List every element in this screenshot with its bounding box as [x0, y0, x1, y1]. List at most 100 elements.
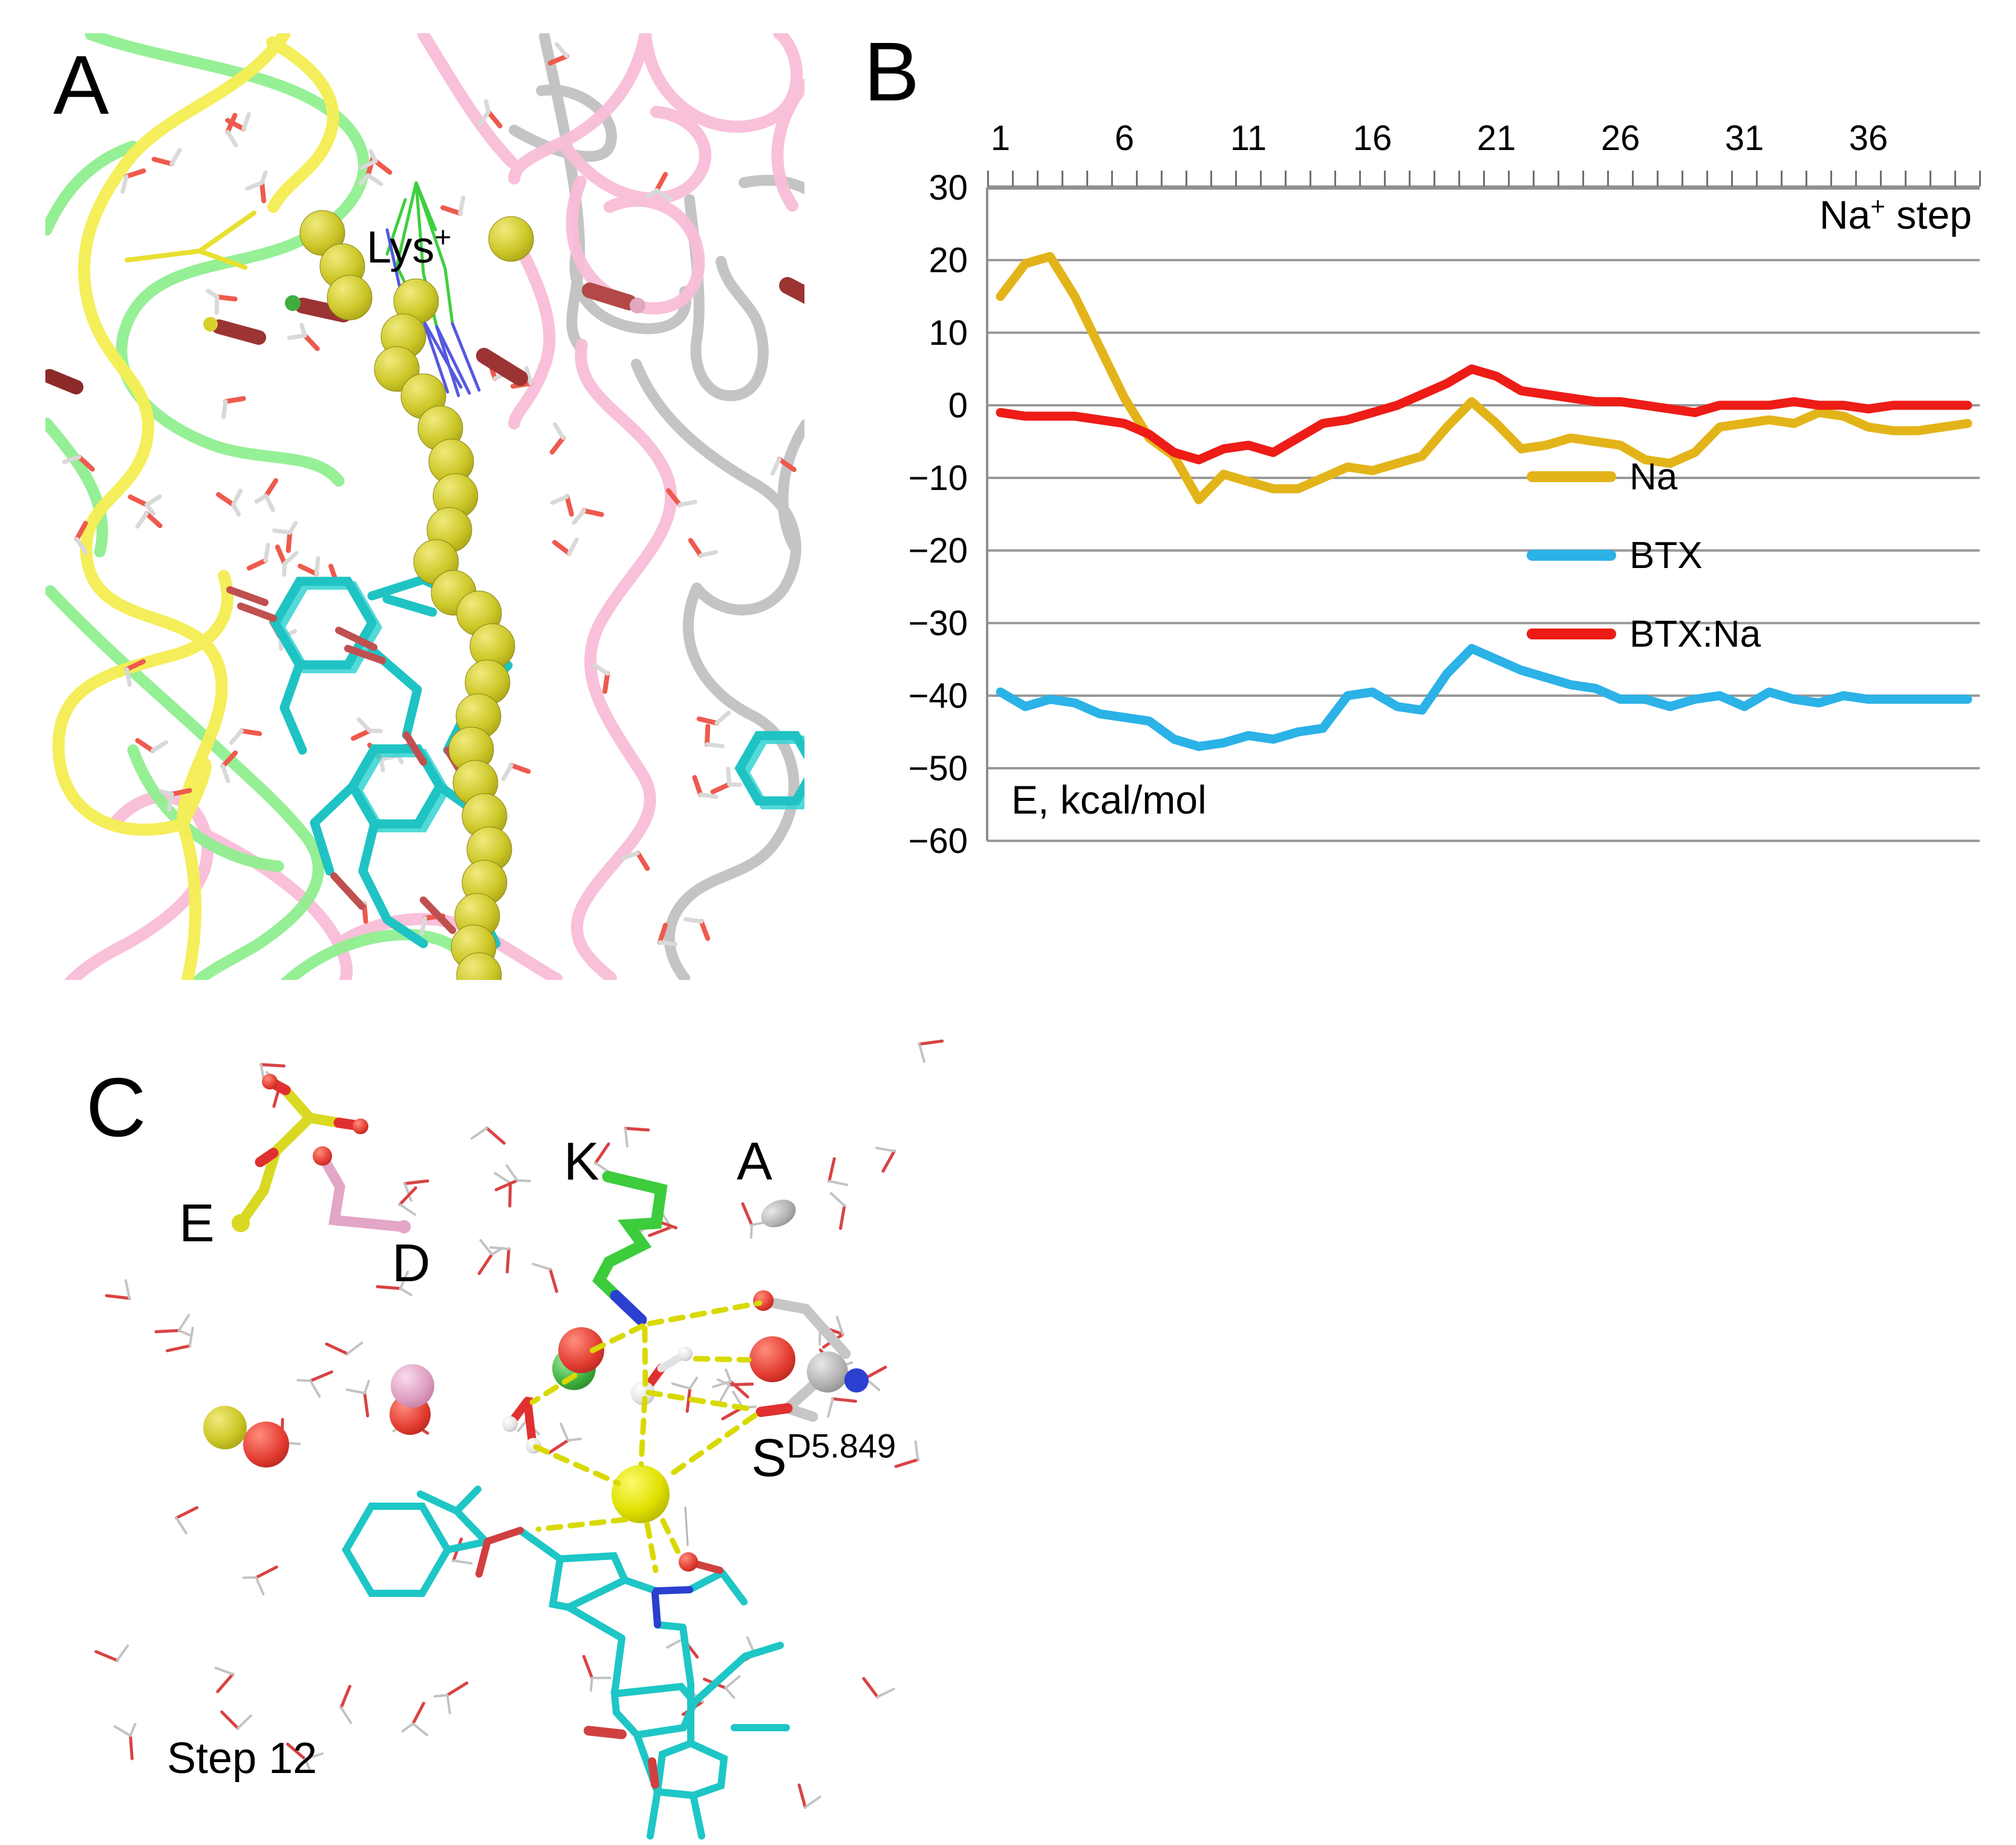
x-tick-label: 26 — [1601, 119, 1640, 158]
water-mark — [724, 1687, 736, 1699]
water-mark — [411, 1702, 425, 1725]
lys-residue-sticks — [592, 1171, 668, 1326]
legend-item-btx: BTX — [1527, 516, 1761, 595]
water-mark — [221, 764, 230, 783]
water-mark — [440, 205, 463, 216]
water-mark — [677, 500, 697, 508]
coordinating-waters — [502, 1347, 693, 1546]
water-mark — [699, 550, 719, 558]
water-mark — [398, 1186, 417, 1206]
sodium-sphere-path — [299, 210, 534, 980]
gray-ribbon — [509, 33, 804, 980]
water-mark — [446, 1694, 451, 1714]
water-mark — [714, 710, 731, 725]
water-mark — [255, 1566, 278, 1579]
water-mark — [220, 750, 238, 769]
water-mark — [144, 494, 162, 508]
y-tick-label: 30 — [928, 168, 968, 207]
glu-label: E — [179, 1193, 215, 1253]
y-tick-label: −50 — [909, 749, 968, 788]
panel-b-label: B — [864, 25, 920, 119]
water-mark — [509, 763, 531, 774]
water-mark — [223, 396, 246, 404]
sodium-path-sphere — [299, 210, 345, 256]
water-mark — [220, 1710, 240, 1730]
sodium-path-sphere — [456, 952, 502, 980]
water-mark — [688, 1376, 699, 1390]
ala-label: A — [737, 1131, 772, 1191]
water-mark — [581, 508, 604, 517]
water-mark — [645, 188, 659, 199]
asp-residue-sticks — [313, 1146, 411, 1233]
ser-label-base: S — [751, 1428, 787, 1487]
water-mark — [363, 1380, 370, 1394]
ribbon-backbones — [45, 33, 804, 980]
ser-residue-sticks — [749, 1290, 869, 1422]
water-mark — [572, 508, 586, 525]
water-mark — [135, 738, 155, 753]
water-mark — [399, 1203, 417, 1216]
lys-annotation: Lys+ — [367, 223, 451, 270]
water-mark — [188, 1327, 194, 1347]
water-mark — [411, 1722, 429, 1737]
water-mark — [602, 671, 610, 694]
resin-capsules — [45, 277, 804, 394]
water-mark — [517, 1419, 527, 1432]
water-mark — [363, 1391, 370, 1418]
x-axis-title-sup: + — [1870, 192, 1885, 220]
water-mark — [285, 530, 293, 554]
water-mark — [175, 1517, 188, 1535]
water-mark — [531, 1262, 552, 1271]
ser-label-sup: D5.849 — [786, 1426, 896, 1465]
glu-residue-sticks — [232, 1074, 368, 1232]
water-mark — [666, 488, 682, 508]
water-mark — [698, 792, 719, 799]
water-mark — [716, 1378, 731, 1386]
water-mark — [506, 1247, 511, 1274]
x-tick-label: 16 — [1353, 119, 1392, 158]
water-mark — [225, 113, 238, 135]
water-mark — [263, 543, 270, 563]
water-mark — [144, 503, 156, 516]
water-mark — [298, 563, 319, 576]
water-mark — [458, 195, 466, 216]
water-mark — [129, 1722, 137, 1737]
water-mark — [719, 1383, 731, 1402]
sodium-path-sphere — [327, 275, 373, 321]
y-tick-label: 10 — [928, 313, 968, 353]
water-mark — [275, 544, 287, 566]
series-line-btx-na — [996, 364, 1972, 465]
asp-label: D — [392, 1233, 431, 1293]
water-mark — [116, 1644, 129, 1662]
water-mark — [549, 435, 566, 455]
water-mark — [299, 322, 307, 338]
water-mark — [74, 521, 88, 542]
water-mark — [125, 667, 132, 687]
water-mark — [124, 659, 146, 672]
water-mark — [206, 289, 220, 299]
water-mark — [696, 716, 719, 726]
water-mark — [712, 1380, 732, 1388]
water-mark — [835, 1316, 844, 1336]
ion-spheres — [203, 1327, 604, 1468]
water-mark — [120, 174, 129, 194]
ala-residue — [761, 1200, 796, 1227]
water-mark — [705, 742, 725, 749]
water-mark — [489, 1246, 511, 1250]
water-mark — [365, 173, 383, 186]
water-mark — [827, 1397, 834, 1418]
water-mark — [346, 1341, 364, 1355]
sodium-ion-sphere — [612, 1465, 670, 1523]
water-mark — [683, 917, 703, 924]
water-mark — [105, 1294, 131, 1300]
water-mark — [272, 528, 292, 535]
ser-label: SD5.849 — [751, 1428, 896, 1487]
water-mark — [282, 550, 299, 566]
water-mark — [76, 454, 95, 472]
chart-legend: Na BTX BTX:Na — [1527, 437, 1761, 673]
panel-a-scene — [45, 33, 804, 980]
water-mark — [239, 728, 263, 736]
water-mark — [494, 1172, 512, 1184]
water-mark — [685, 1386, 692, 1413]
